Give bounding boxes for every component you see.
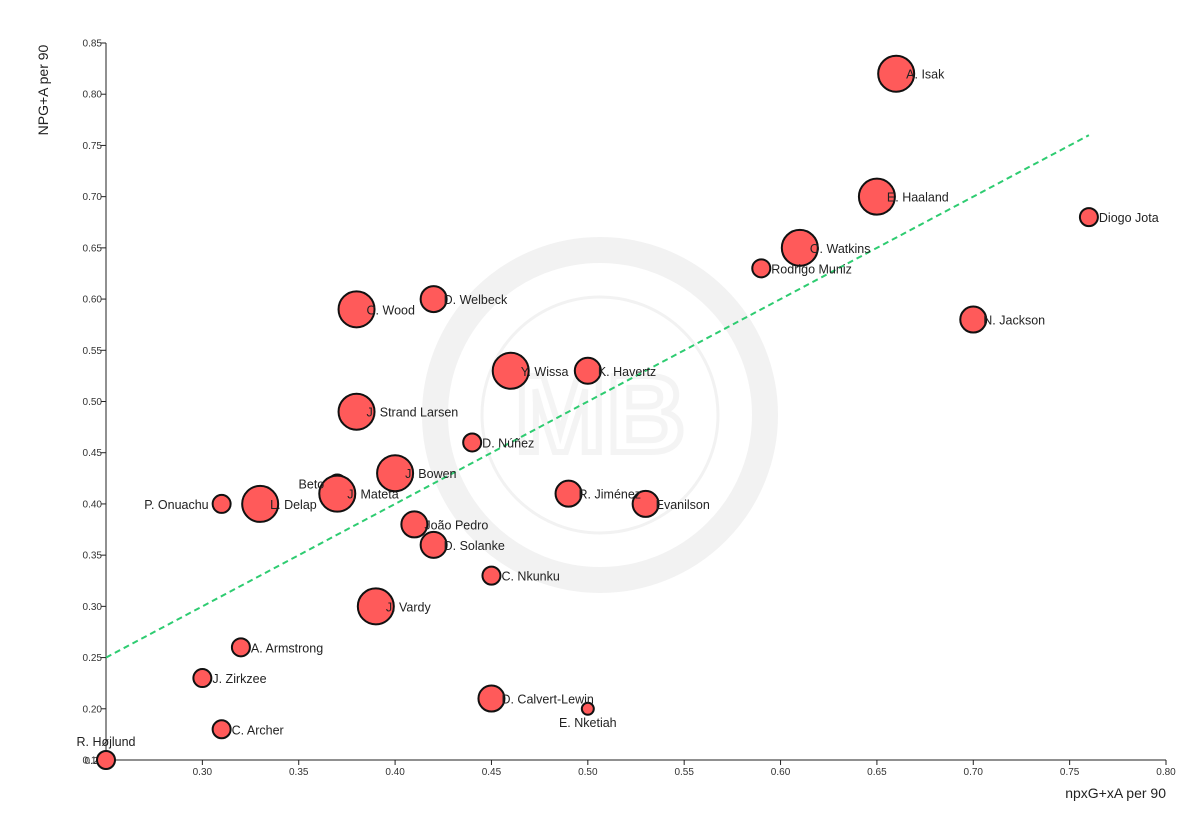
data-point-label: A. Isak: [906, 68, 945, 82]
data-point-label: K. Havertz: [598, 365, 656, 379]
y-tick-label: 0.50: [83, 397, 103, 408]
data-point: [751, 258, 772, 279]
data-point: [573, 356, 602, 385]
data-points: [96, 54, 1099, 770]
y-tick-label: 0.55: [83, 346, 103, 357]
data-point-label: P. Onuachu: [144, 498, 208, 512]
data-point: [419, 285, 448, 314]
data-point: [462, 432, 483, 453]
data-point-label: C. Nkunku: [501, 570, 559, 584]
data-point: [877, 54, 916, 93]
data-point-label: J. Zirkzee: [212, 672, 266, 686]
watermark-logo: MB: [422, 237, 778, 593]
data-point: [192, 668, 213, 689]
data-point-label: R. Jiménez: [579, 488, 642, 502]
data-point-label: O. Watkins: [810, 242, 871, 256]
data-point: [337, 290, 376, 329]
data-point-label: C. Archer: [232, 723, 284, 737]
x-tick-label: 0.65: [867, 767, 887, 778]
data-point-label: D. Solanke: [444, 539, 505, 553]
data-point: [491, 351, 530, 390]
data-point: [554, 479, 583, 508]
x-tick-label: 0.80: [1156, 767, 1176, 778]
data-point: [419, 530, 448, 559]
data-point-label: João Pedro: [424, 518, 488, 532]
data-point: [376, 454, 415, 493]
data-point: [481, 565, 502, 586]
y-tick-label: 0.15: [83, 756, 103, 767]
data-point: [780, 228, 819, 267]
data-point: [631, 489, 660, 518]
x-tick-label: 0.70: [964, 767, 984, 778]
data-point: [318, 474, 357, 513]
data-point-label: J. Strand Larsen: [367, 406, 459, 420]
data-point: [211, 493, 232, 514]
data-point: [580, 701, 595, 716]
data-point-label: E. Nketiah: [559, 716, 617, 730]
data-point-label: Y. Wissa: [521, 365, 569, 379]
y-tick-label: 0.70: [83, 192, 103, 203]
data-point-label: C. Wood: [367, 303, 415, 317]
y-axis-title: NPG+A per 90: [35, 44, 51, 135]
x-tick-label: 0.45: [482, 767, 502, 778]
data-point-label: Diogo Jota: [1099, 211, 1159, 225]
y-tick-label: 0.45: [83, 448, 103, 459]
point-labels: A. Isak E. Haaland Diogo Jota O. Watkins Rod…: [76, 68, 1158, 749]
data-point: [356, 587, 395, 626]
y-tick-label: 0.75: [83, 141, 103, 152]
data-point-label: R. Højlund: [76, 735, 135, 749]
x-tick-label: 0.50: [578, 767, 598, 778]
x-tick-label: 0.55: [674, 767, 694, 778]
data-point: [477, 684, 506, 713]
y-tick-label: 0.85: [83, 39, 103, 50]
data-point: [230, 637, 251, 658]
data-point: [337, 392, 376, 431]
x-tick-label: 0.30: [193, 767, 213, 778]
data-point-label: E. Haaland: [887, 191, 949, 205]
data-point-label: A. Armstrong: [251, 641, 323, 655]
data-point: [211, 719, 232, 740]
data-point-label: D. Welbeck: [444, 293, 508, 307]
y-tick-label: 0.80: [83, 90, 103, 101]
trend-line: [105, 134, 1090, 659]
data-point-label: J. Bowen: [405, 467, 456, 481]
x-origin-tick-label: 0.25: [85, 756, 105, 767]
data-point-label: Beto: [299, 477, 325, 491]
y-tick-label: 0.35: [83, 551, 103, 562]
axes: 0.15 0.20 0.25 0.30 0.35 0.40 0.45 0.50 0.55 0.60…: [83, 39, 1177, 779]
data-point-label: Evanilson: [656, 498, 710, 512]
x-tick-label: 0.75: [1060, 767, 1080, 778]
data-point-label: Rodrigo Muniz: [771, 262, 852, 276]
y-tick-label: 0.20: [83, 704, 103, 715]
data-point-label: N. Jackson: [983, 314, 1045, 328]
x-axis-title: npxG+xA per 90: [1065, 785, 1166, 801]
y-tick-label: 0.25: [83, 653, 103, 664]
y-tick-label: 0.60: [83, 295, 103, 306]
data-point-label: J. Vardy: [386, 600, 432, 614]
y-tick-label: 0.65: [83, 243, 103, 254]
data-point: [400, 510, 429, 539]
x-tick-label: 0.40: [385, 767, 405, 778]
y-tick-label: 0.30: [83, 602, 103, 613]
data-point: [241, 484, 280, 523]
data-point: [1078, 207, 1099, 228]
data-point-label: L. Delap: [270, 498, 317, 512]
data-point-label: J. Mateta: [347, 488, 398, 502]
y-tick-label: 0.40: [83, 499, 103, 510]
data-point-label: D. Núñez: [482, 436, 534, 450]
x-tick-label: 0.60: [771, 767, 791, 778]
data-point: [96, 750, 116, 770]
x-tick-label: 0.35: [289, 767, 309, 778]
data-point: [959, 305, 988, 334]
data-point-label: D. Calvert-Lewin: [501, 693, 593, 707]
data-point: [857, 177, 896, 216]
